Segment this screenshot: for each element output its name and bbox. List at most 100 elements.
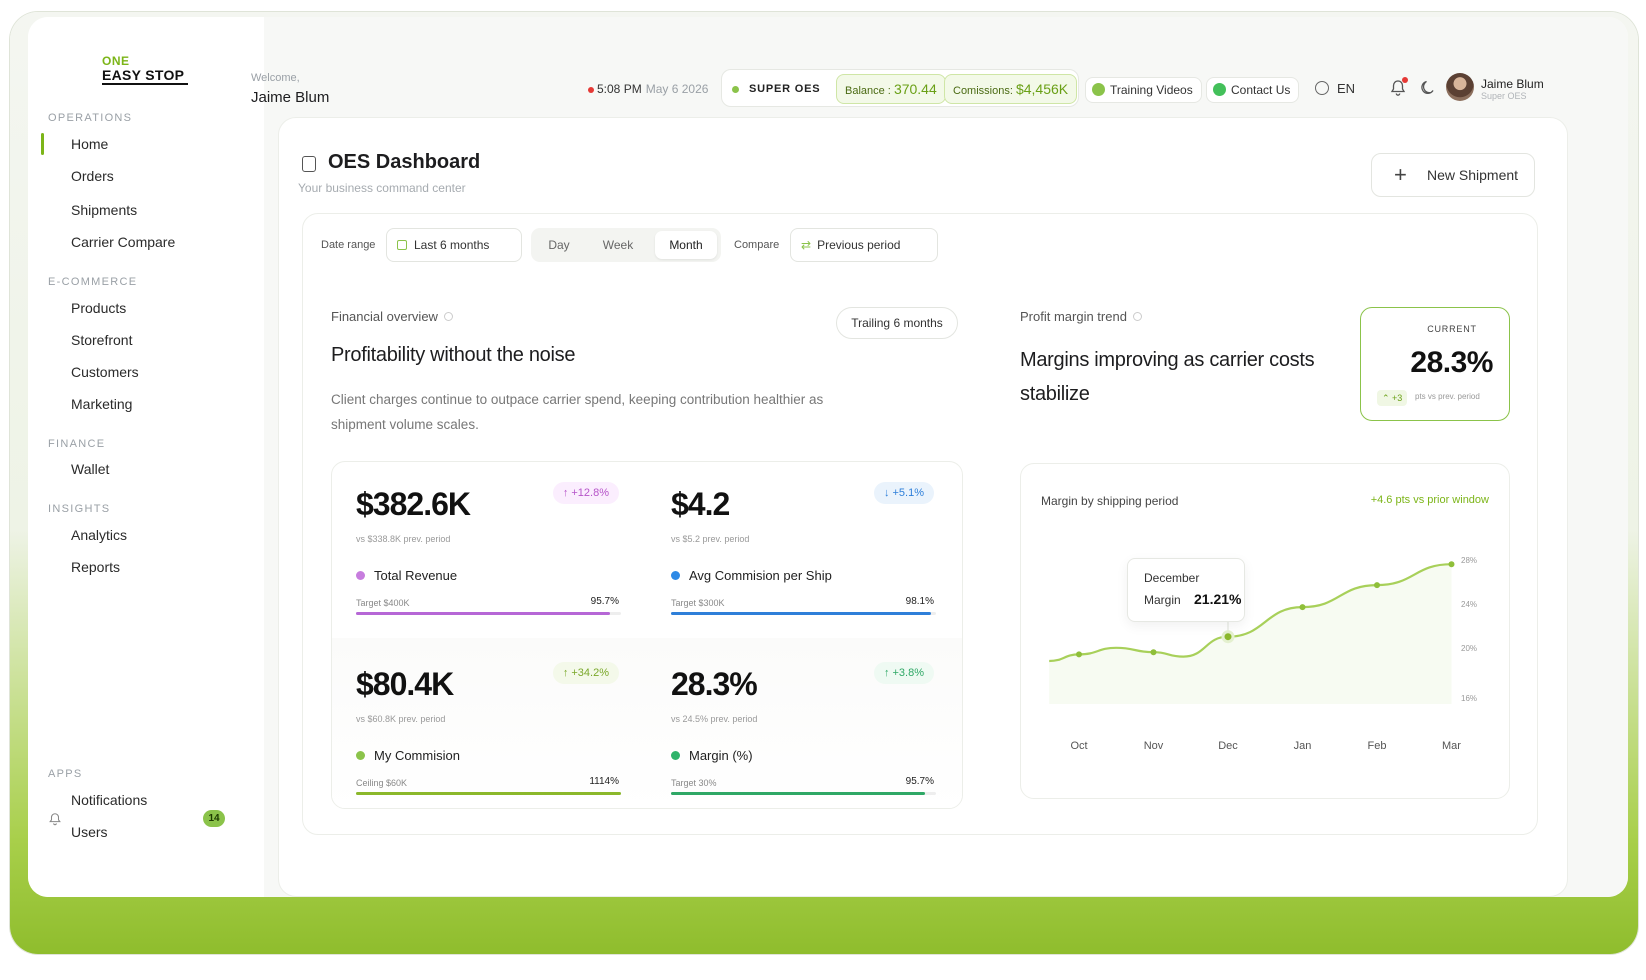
metric-name-label: Avg Commision per Ship [689,568,832,583]
sidebar-item-shipments[interactable]: Shipments [71,202,138,218]
sidebar-item-orders[interactable]: Orders [71,168,114,184]
commissions-label: Comissions: [953,85,1013,97]
metric-value: 28.3% [671,666,758,702]
metric-progress-fill [671,792,925,795]
section-apps: APPS [48,768,83,780]
metric-progress-fill [671,612,931,615]
brand-logo[interactable]: ONE EASY STOP [102,55,190,91]
profit-margin-label: Profit margin trend [1020,309,1142,324]
sidebar-item-notifications[interactable]: Notifications [71,792,148,808]
margin-line-chart [1049,561,1455,704]
data-point[interactable] [1076,651,1082,658]
sidebar-item-home[interactable]: Home [71,136,109,152]
data-point[interactable] [1221,630,1235,644]
welcome-username: Jaime Blum [251,89,330,106]
language-selector[interactable]: EN [1315,81,1355,96]
date-range-label: Date range [321,239,376,251]
metric-name-label: Margin (%) [689,748,753,763]
sidebar-item-users[interactable]: Users [71,824,108,840]
info-icon[interactable] [1132,312,1142,321]
metric-delta-badge: ↑ +12.8% [552,482,619,504]
sidebar-item-customers[interactable]: Customers [71,364,139,380]
unread-dot-icon [1402,77,1408,83]
current-delta: +3 [1392,393,1403,403]
profit-margin-headline: Margins improving as carrier costs stabi… [1020,349,1315,405]
date-range-select[interactable]: Last 6 months [386,228,522,262]
sidebar-item-storefront[interactable]: Storefront [71,332,133,348]
current-margin-card: CURRENT 28.3% ⌃ +3 pts vs prev. period [1360,307,1510,421]
margin-chart-card: Margin by shipping period +4.6 pts vs pr… [1020,463,1510,799]
commissions-value: $4,456K [1015,81,1069,97]
sidebar-item-marketing[interactable]: Marketing [71,396,133,412]
account-name: Jaime Blum [1481,77,1544,91]
sidebar-item-products[interactable]: Products [71,300,127,316]
metric-progress-fill [356,792,621,795]
current-note: pts vs prev. period [1415,392,1480,401]
data-point[interactable] [1299,604,1306,611]
trailing-period-button[interactable]: Trailing 6 months [836,307,958,339]
status-dot-icon [732,85,739,93]
tooltip-period: December [1144,571,1200,585]
metric-name: My Commision [356,748,460,763]
training-videos-button[interactable]: Training Videos [1085,77,1202,103]
y-tick-label: 28% [1461,556,1478,565]
granularity-month[interactable]: Month [655,231,717,259]
current-value: 28.3% [1410,346,1493,379]
metric-percent: 1114% [589,776,619,787]
metric-progress-bar [356,612,621,615]
x-tick-label: Jan [1293,740,1312,752]
clock-date: May 6 2026 [645,82,709,96]
financial-overview-label: Financial overview [331,309,453,324]
granularity-day[interactable]: Day [548,238,570,252]
chart-title: Margin by shipping period [1041,494,1179,508]
legend-dot-icon [671,571,680,580]
metric-value: $382.6K [356,486,471,522]
data-point[interactable] [1150,649,1157,656]
bell-icon [49,813,61,826]
commissions-chip[interactable]: Comissions: $4,456K [944,74,1078,104]
contact-us-button[interactable]: Contact Us [1206,77,1300,103]
tooltip-label: Margin [1144,593,1181,607]
caret-up-icon: ⌃ [1382,393,1393,403]
notifications-bell-icon[interactable] [1390,79,1406,97]
calendar-icon [397,240,407,250]
metric-progress-bar [356,792,621,795]
account-role: Super OES [1481,91,1527,101]
new-shipment-button[interactable]: + New Shipment [1371,153,1535,197]
sidebar: ONE EASY STOP OPERATIONS Home Orders Shi… [28,17,264,897]
metric-percent: 98.1% [905,596,934,607]
chart-tooltip: December Margin 21.21% [1127,558,1245,622]
active-indicator [41,133,44,155]
tier-badge: SUPER OES [732,83,820,95]
welcome-label: Welcome, [251,72,300,84]
balance-chip[interactable]: Balance : 370.44 [836,74,946,104]
legend-dot-icon [356,751,365,760]
metrics-lower-background [332,638,962,808]
compare-select[interactable]: ⇄ Previous period [790,228,938,262]
section-operations: OPERATIONS [48,112,133,124]
x-tick-label: Oct [1070,740,1088,752]
sidebar-item-reports[interactable]: Reports [71,559,121,575]
data-point[interactable] [1374,582,1380,589]
tier-label: SUPER OES [749,83,821,95]
clock-time: 5:08 PM [597,82,642,96]
chart-annotation: +4.6 pts vs prior window [1370,494,1489,506]
section-ecommerce: E-COMMERCE [48,276,138,288]
granularity-week[interactable]: Week [602,238,634,252]
sidebar-item-wallet[interactable]: Wallet [71,461,110,477]
sidebar-item-analytics[interactable]: Analytics [71,527,128,543]
avatar[interactable] [1446,73,1474,101]
data-point[interactable] [1448,561,1455,568]
section-finance: FINANCE [48,438,106,450]
legend-dot-icon [671,751,680,760]
granularity-toggle: Day Week Month [531,228,721,262]
metric-name: Total Revenue [356,568,457,583]
series-line [1049,563,1452,663]
balance-label: Balance : [845,85,891,97]
dark-mode-moon-icon[interactable] [1420,79,1436,95]
metric-value: $4.2 [671,486,730,522]
sidebar-item-carrier-compare[interactable]: Carrier Compare [71,234,176,250]
profit-margin-text: Profit margin trend [1020,309,1127,324]
brand-line-1: ONE [102,54,130,68]
info-icon[interactable] [443,312,453,321]
